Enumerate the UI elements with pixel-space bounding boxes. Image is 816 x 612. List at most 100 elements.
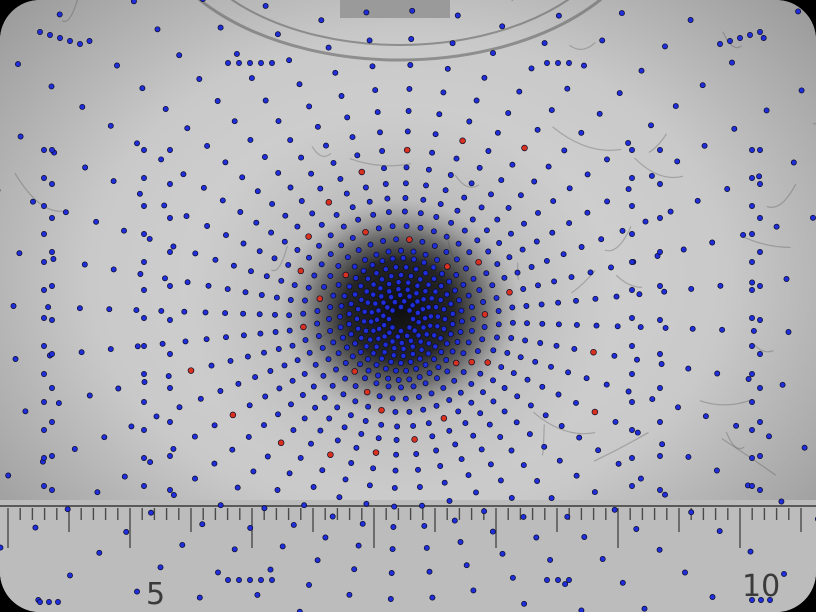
blue-marker <box>662 324 669 331</box>
blue-marker <box>314 320 321 327</box>
blue-marker <box>460 369 467 376</box>
blue-marker <box>79 103 86 110</box>
blue-marker <box>179 541 186 548</box>
blue-marker <box>271 255 278 262</box>
blue-marker <box>342 375 349 382</box>
blue-marker <box>385 248 392 255</box>
red-marker <box>362 228 369 236</box>
blue-marker <box>428 390 435 397</box>
blue-marker <box>422 270 429 277</box>
blue-marker <box>200 184 207 191</box>
blue-marker <box>470 275 477 282</box>
blue-marker <box>578 129 585 136</box>
blue-marker <box>415 332 422 339</box>
blue-marker <box>114 62 120 69</box>
blue-marker <box>561 147 568 154</box>
blue-marker <box>101 434 108 441</box>
blue-marker <box>429 594 436 601</box>
blue-marker <box>369 63 376 70</box>
blue-marker <box>447 172 454 178</box>
blue-marker <box>222 310 229 317</box>
blue-marker <box>167 215 173 221</box>
blue-marker <box>422 361 429 368</box>
blue-marker <box>388 294 395 301</box>
blue-marker <box>208 362 215 369</box>
blue-marker <box>419 306 426 313</box>
blue-marker <box>320 372 327 379</box>
blue-marker <box>657 181 663 187</box>
blue-marker <box>375 307 382 314</box>
blue-marker <box>333 366 339 373</box>
blue-marker <box>334 437 341 444</box>
blue-marker <box>657 215 663 221</box>
blue-marker <box>596 110 603 117</box>
blue-marker <box>455 240 462 247</box>
blue-marker <box>245 433 252 440</box>
blue-marker <box>261 349 267 356</box>
blue-marker <box>167 453 173 459</box>
blue-marker <box>348 331 355 338</box>
blue-marker <box>604 198 611 205</box>
blue-marker <box>380 299 387 306</box>
scratch <box>722 31 743 49</box>
blue-marker <box>528 65 535 72</box>
blue-marker <box>349 134 356 141</box>
blue-marker <box>414 298 421 305</box>
blue-marker <box>757 453 763 459</box>
blue-marker <box>581 534 588 540</box>
scratch <box>812 122 816 125</box>
blue-marker <box>657 385 663 391</box>
blue-marker <box>454 339 461 345</box>
blue-marker <box>477 370 484 377</box>
blue-marker <box>667 208 674 215</box>
blue-marker <box>420 196 427 203</box>
blue-marker <box>147 459 154 466</box>
blue-marker <box>537 340 544 346</box>
blue-marker <box>146 235 153 242</box>
blue-marker <box>398 272 405 278</box>
blue-marker <box>672 103 679 110</box>
blue-marker <box>487 461 494 468</box>
blue-marker <box>578 244 585 250</box>
blue-marker <box>381 349 388 356</box>
blue-marker <box>352 275 359 281</box>
blue-marker <box>258 577 264 583</box>
blue-marker <box>407 62 414 68</box>
blue-marker <box>302 337 309 344</box>
blue-marker <box>763 107 770 114</box>
blue-marker <box>749 147 755 153</box>
blue-marker <box>573 297 579 304</box>
blue-marker <box>167 385 173 391</box>
blue-marker <box>437 201 444 208</box>
blue-marker <box>403 367 410 374</box>
blue-marker <box>432 288 439 295</box>
blue-marker <box>0 544 4 551</box>
blue-marker <box>223 334 229 341</box>
blue-marker <box>430 228 437 235</box>
blue-marker <box>41 175 47 181</box>
blue-marker <box>141 147 147 153</box>
blue-marker <box>629 175 635 181</box>
blue-marker <box>312 404 319 411</box>
blue-marker <box>629 147 635 153</box>
blue-marker <box>386 288 393 295</box>
blue-marker <box>407 337 414 344</box>
blue-marker <box>335 281 342 288</box>
blue-marker <box>49 249 55 255</box>
blue-marker <box>378 355 385 362</box>
blue-marker <box>657 283 663 289</box>
blue-marker <box>46 599 52 605</box>
blue-marker <box>749 483 755 489</box>
blue-marker <box>548 107 555 114</box>
blue-marker <box>432 343 439 350</box>
blue-marker <box>416 374 423 381</box>
blue-marker <box>470 316 476 322</box>
blue-marker <box>203 336 210 343</box>
blue-marker <box>240 240 247 247</box>
blue-marker <box>273 294 280 301</box>
blue-marker <box>372 300 379 307</box>
blue-marker <box>662 491 668 498</box>
blue-marker <box>49 147 55 153</box>
blue-marker <box>404 128 411 135</box>
blue-marker <box>423 182 429 189</box>
